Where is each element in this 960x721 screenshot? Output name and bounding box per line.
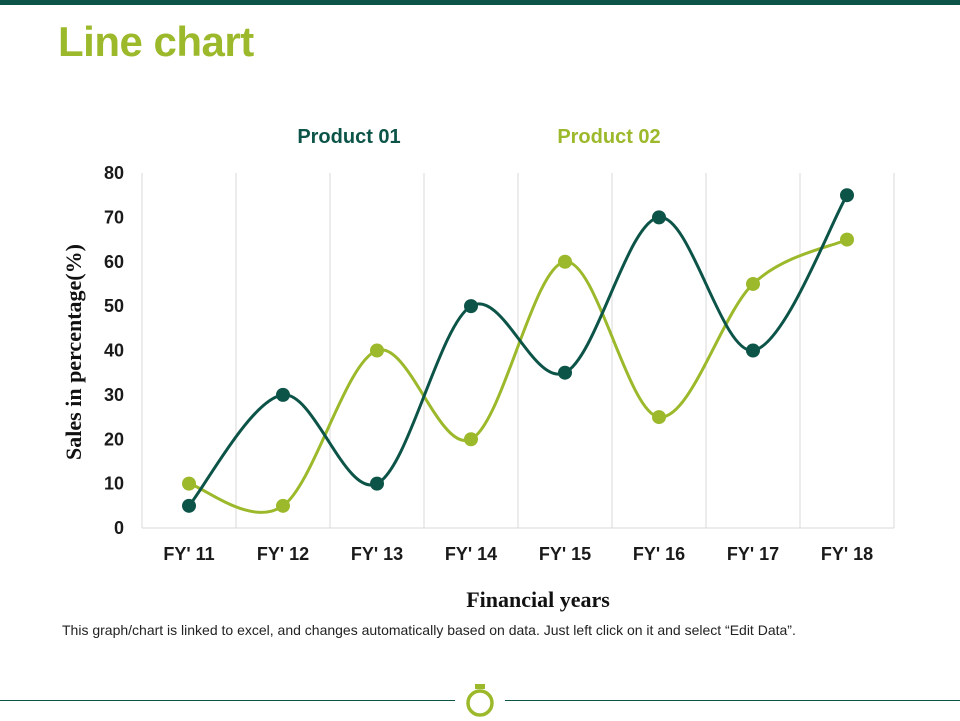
legend-entry: Product 01 [297,126,400,148]
data-point-series-2 [840,232,854,247]
y-tick-label: 60 [104,252,124,272]
data-point-series-2 [464,432,478,447]
y-tick-label: 80 [104,163,124,183]
footer-divider-right [505,700,960,701]
y-axis-title: Sales in percentage(%) [61,244,86,460]
series-line-2 [188,238,848,514]
data-point-series-1 [652,210,666,225]
data-point-series-2 [558,254,572,269]
data-point-series-1 [558,365,572,380]
top-accent-bar [0,0,960,5]
x-tick-label: FY' 14 [445,544,497,564]
x-tick-label: FY' 13 [351,544,403,564]
y-tick-label: 40 [104,341,124,361]
x-tick-label: FY' 18 [821,544,873,564]
data-point-series-1 [840,188,854,203]
y-tick-label: 20 [104,429,124,449]
data-point-series-2 [276,498,290,513]
footer-divider-left [0,700,455,701]
data-point-series-1 [464,299,478,314]
data-point-series-2 [652,410,666,425]
x-tick-label: FY' 17 [727,544,779,564]
page-title: Line chart [58,18,254,65]
legend-entry: Product 02 [557,126,660,148]
ring-icon [466,684,494,717]
y-tick-label: 50 [104,296,124,316]
data-point-series-2 [182,476,196,491]
data-point-series-1 [182,498,196,513]
y-tick-label: 70 [104,207,124,227]
data-point-series-2 [746,276,760,291]
data-point-series-1 [370,476,384,491]
x-axis-title: Financial years [466,587,610,612]
series-line-1 [187,194,849,507]
x-tick-label: FY' 11 [163,544,214,564]
x-tick-label: FY' 12 [257,544,309,564]
line-chart[interactable]: 0 10 20 30 40 50 60 70 80 FY' 11 FY' 12 FY' 13 FY' 1… [0,0,960,615]
x-tick-label: FY' 16 [633,544,685,564]
y-tick-label: 30 [104,385,124,405]
data-point-series-2 [370,343,384,358]
chart-footnote: This graph/chart is linked to excel, and… [62,622,796,638]
data-point-series-1 [746,343,760,358]
y-tick-label: 10 [104,474,124,494]
y-tick-label: 0 [114,518,124,538]
x-tick-label: FY' 15 [539,544,591,564]
data-point-series-1 [276,387,290,402]
